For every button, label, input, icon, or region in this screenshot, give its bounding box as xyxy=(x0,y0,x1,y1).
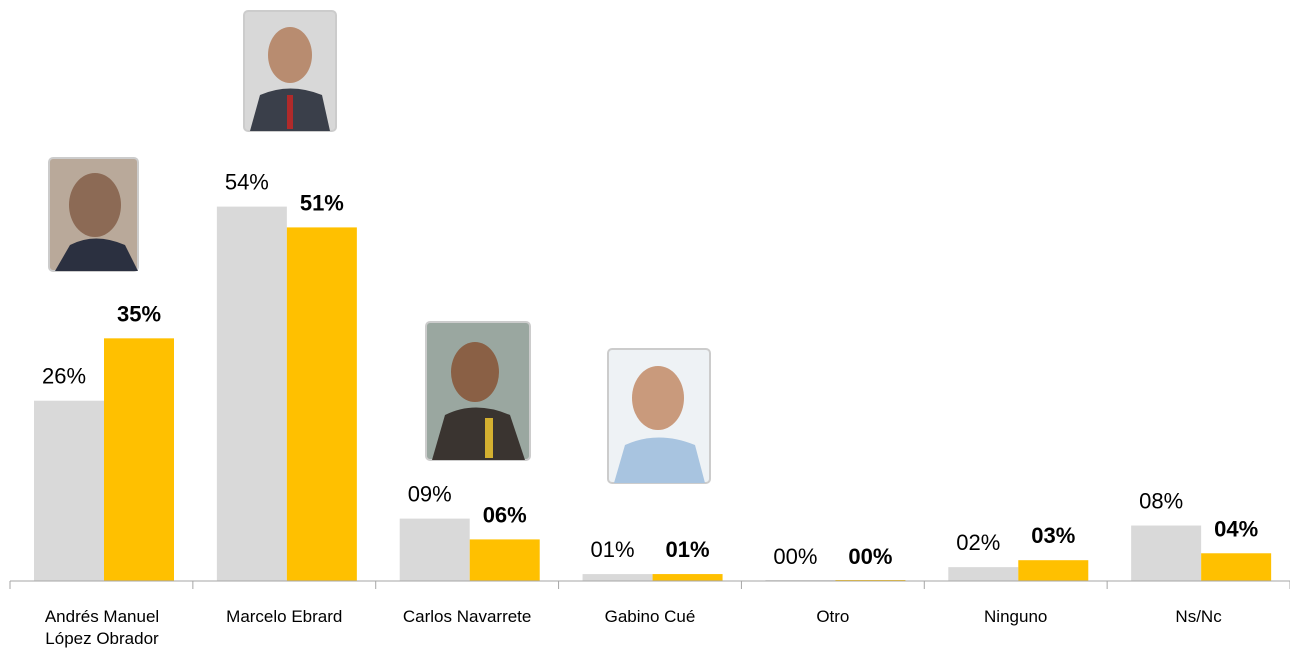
photo xyxy=(244,11,336,131)
value-label: 01% xyxy=(591,537,635,562)
bar xyxy=(583,574,653,581)
bar xyxy=(948,567,1018,581)
value-label: 00% xyxy=(773,544,817,569)
x-tick-label: Ninguno xyxy=(924,606,1107,628)
value-label: 51% xyxy=(300,190,344,215)
bar xyxy=(287,227,357,581)
bar xyxy=(400,519,470,581)
bar xyxy=(34,401,104,581)
value-label: 08% xyxy=(1139,489,1183,514)
x-tick-label: Marcelo Ebrard xyxy=(193,606,376,628)
value-label: 01% xyxy=(666,537,710,562)
bar xyxy=(1201,553,1271,581)
value-label: 26% xyxy=(42,364,86,389)
value-label: 54% xyxy=(225,170,269,195)
photo xyxy=(608,349,710,483)
value-label: 35% xyxy=(117,301,161,326)
value-label: 02% xyxy=(956,530,1000,555)
bar xyxy=(104,338,174,581)
x-tick-label: Gabino Cué xyxy=(559,606,742,628)
value-label: 06% xyxy=(483,502,527,527)
bar xyxy=(1131,526,1201,581)
value-label: 04% xyxy=(1214,516,1258,541)
chart: 26% 54% 09% 01% 00% 02% 08% 35% 51% 06% 01% 00% 03% 0… xyxy=(0,0,1290,653)
x-tick-label: Ns/Nc xyxy=(1107,606,1290,628)
x-tick-label: Carlos Navarrete xyxy=(376,606,559,628)
bar xyxy=(653,574,723,581)
value-label: 00% xyxy=(848,544,892,569)
bar xyxy=(1018,560,1088,581)
bar xyxy=(470,539,540,581)
bar xyxy=(217,207,287,581)
photo xyxy=(426,322,530,460)
photo xyxy=(49,158,138,271)
x-tick-label: Otro xyxy=(741,606,924,628)
x-tick-label: Andrés Manuel López Obrador xyxy=(27,606,177,650)
plot: 26% 54% 09% 01% 00% 02% 08% 35% 51% 06% 01% 00% 03% 0… xyxy=(0,0,1290,653)
value-label: 03% xyxy=(1031,523,1075,548)
value-label: 09% xyxy=(408,482,452,507)
